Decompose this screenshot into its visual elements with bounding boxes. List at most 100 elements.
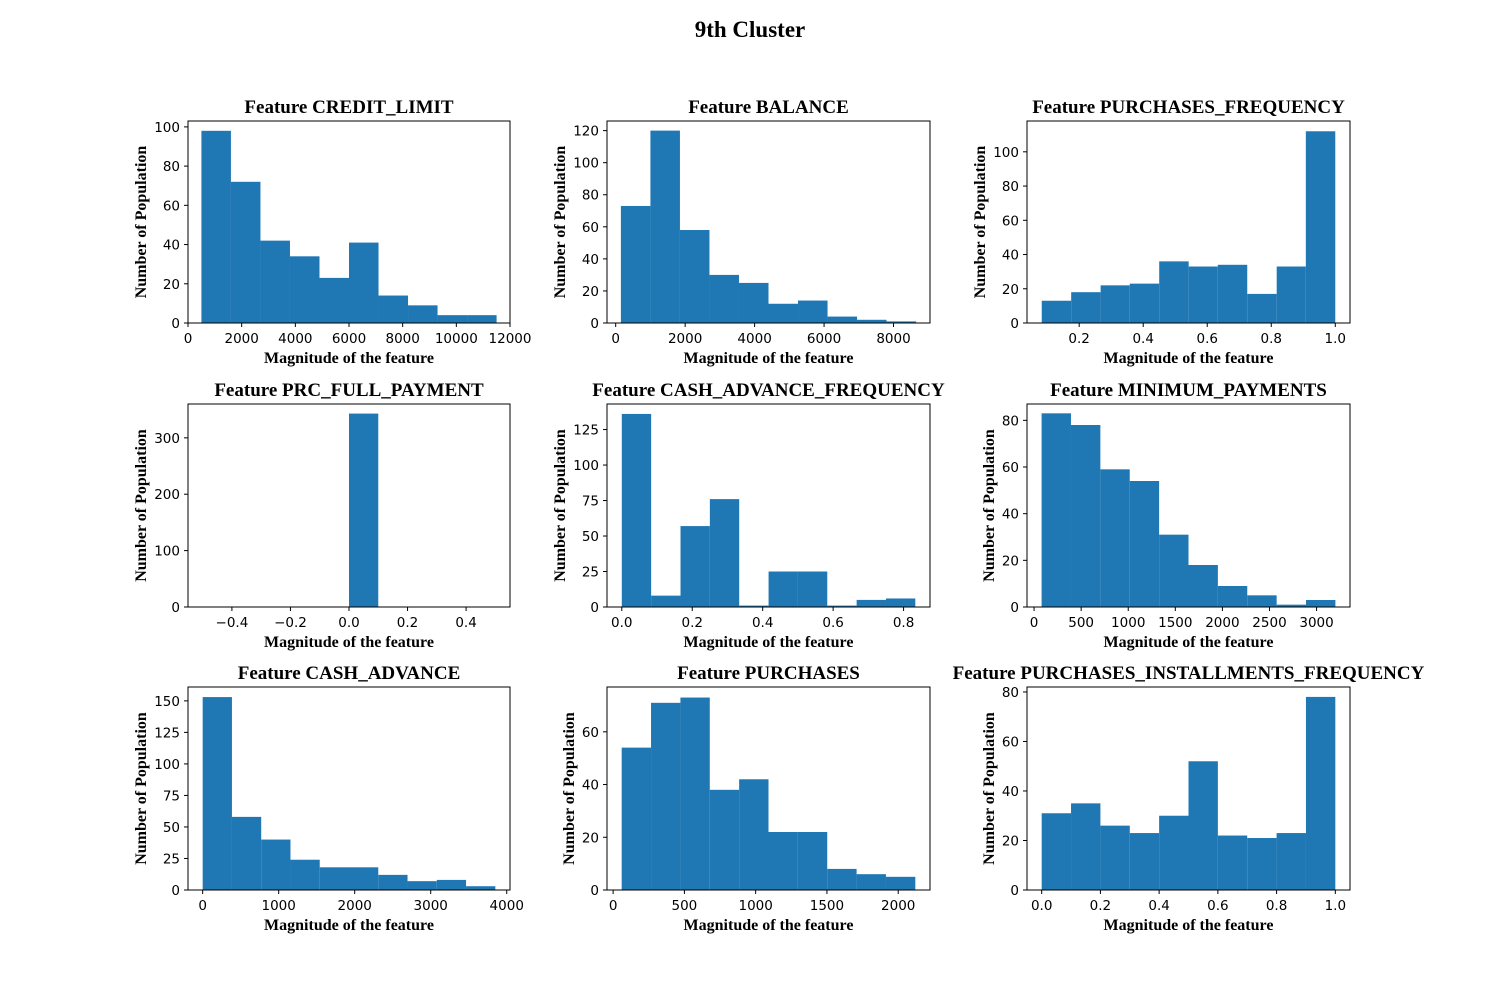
histogram-bar — [709, 789, 740, 890]
histogram-bar — [827, 316, 858, 323]
x-tick-label: 2000 — [1205, 615, 1239, 631]
histogram-bar — [466, 886, 496, 890]
x-tick-label: 3000 — [414, 898, 448, 914]
histogram-bar — [260, 240, 290, 323]
x-tick-label: 1.0 — [1325, 898, 1346, 914]
histogram-bar — [885, 876, 916, 890]
axes-frame — [1026, 686, 1351, 891]
x-tick-label: 10000 — [435, 331, 478, 347]
histogram-bar — [1305, 696, 1336, 890]
y-tick-label: 100 — [573, 458, 599, 474]
histogram-bar — [1217, 586, 1248, 607]
y-tick-label: 50 — [163, 820, 180, 836]
x-tick-label: 0.0 — [338, 615, 359, 631]
y-tick-label: 100 — [993, 145, 1019, 161]
y-tick-label: 100 — [154, 544, 180, 560]
x-tick-label: 0 — [1030, 615, 1039, 631]
histogram-bar — [1188, 761, 1218, 890]
x-tick-label: 2000 — [881, 898, 915, 914]
x-tick-label: 2500 — [1252, 615, 1286, 631]
histogram-bar — [202, 697, 232, 890]
figure-title: 9th Cluster — [695, 17, 806, 42]
histogram-bar — [620, 205, 651, 323]
subplot-2: 0 2000 4000 6000 8000 0 20 40 60 80 100 120 Feature … — [552, 97, 931, 367]
subplot-title: Feature CASH_ADVANCE_FREQUENCY — [592, 380, 945, 401]
histogram-bar — [1276, 604, 1307, 607]
histogram-bar — [1071, 803, 1101, 890]
subplot-8: 0 500 1000 1500 2000 0 20 40 60 Feature PURCHASES… — [561, 663, 931, 934]
histogram-bar — [857, 319, 887, 323]
subplot-title: Feature PURCHASES_INSTALLMENTS_FREQUENCY — [953, 663, 1425, 684]
histogram-bar — [768, 571, 798, 607]
x-tick-label: 0.8 — [893, 615, 914, 631]
x-tick-label: 8000 — [876, 331, 910, 347]
x-tick-label: 12000 — [489, 331, 532, 347]
y-axis-label: Number of Population — [552, 146, 569, 299]
histogram-bar — [739, 779, 769, 890]
x-tick-label: 1000 — [262, 898, 296, 914]
x-tick-label: 0.4 — [752, 615, 773, 631]
x-tick-label: 0.8 — [1261, 331, 1282, 347]
x-axis-label: Magnitude of the feature — [684, 350, 854, 367]
y-tick-label: 20 — [1002, 833, 1019, 849]
histogram-bar — [261, 839, 291, 890]
x-axis-label: Magnitude of the feature — [264, 917, 434, 934]
x-tick-label: 0.0 — [611, 615, 632, 631]
x-tick-label: 0.6 — [1196, 331, 1217, 347]
histogram-bar — [739, 605, 769, 607]
subplot-6: 0 500 1000 1500 2000 2500 3000 0 20 40 60 80 Feature… — [981, 380, 1351, 651]
y-tick-label: 60 — [582, 725, 599, 741]
y-tick-label: 20 — [582, 830, 599, 846]
histogram-bar — [1217, 264, 1248, 323]
axes-frame — [606, 686, 931, 891]
y-tick-label: 120 — [573, 124, 599, 140]
histogram-bar — [1247, 595, 1277, 607]
axes-frame — [606, 403, 931, 608]
histogram-bar — [1100, 285, 1130, 323]
histogram-bar — [1041, 813, 1072, 890]
y-tick-label: 100 — [154, 757, 180, 773]
x-tick-label: 0.4 — [1132, 331, 1153, 347]
subplot-4: −0.4 −0.2 0.0 0.2 0.4 0 100 200 300 Feature PRC_F… — [133, 380, 511, 651]
x-axis-label: Magnitude of the feature — [684, 917, 854, 934]
x-tick-label: 0 — [611, 331, 620, 347]
histogram-bar — [319, 867, 349, 890]
histogram-bar — [1070, 425, 1101, 607]
histogram-bar — [378, 295, 409, 323]
histogram-bar — [885, 598, 916, 607]
histogram-bar — [650, 130, 680, 323]
y-tick-label: 0 — [590, 883, 599, 899]
x-tick-label: 4000 — [278, 331, 312, 347]
y-tick-label: 80 — [1002, 179, 1019, 195]
y-tick-label: 25 — [582, 565, 599, 581]
x-tick-label: 0.8 — [1266, 898, 1287, 914]
x-axis-label: Magnitude of the feature — [264, 350, 434, 367]
histogram-bar — [467, 315, 497, 323]
y-tick-label: 40 — [582, 778, 599, 794]
y-tick-label: 200 — [154, 487, 180, 503]
histogram-bar — [231, 816, 262, 890]
histogram-bar — [230, 181, 261, 323]
x-axis-label: Magnitude of the feature — [1104, 917, 1274, 934]
histogram-bar — [768, 303, 799, 323]
y-tick-label: 0 — [1010, 883, 1019, 899]
x-tick-label: 0.2 — [1068, 331, 1089, 347]
y-tick-label: 20 — [582, 284, 599, 300]
histogram-bar — [437, 315, 468, 323]
x-tick-label: −0.4 — [216, 615, 249, 631]
histogram-bar — [1276, 833, 1306, 890]
y-tick-label: 80 — [1002, 413, 1019, 429]
subplot-3: 0.2 0.4 0.6 0.8 1.0 0 20 40 60 80 100 Feature PURCH… — [972, 97, 1351, 367]
y-tick-label: 25 — [163, 851, 180, 867]
y-axis-label: Number of Population — [972, 146, 989, 299]
histogram-bar — [1159, 815, 1189, 890]
histogram-bar — [408, 305, 438, 323]
histogram-bar — [1188, 565, 1218, 607]
x-tick-label: −0.2 — [274, 615, 307, 631]
histogram-bar — [1217, 835, 1248, 890]
x-tick-label: 1500 — [810, 898, 844, 914]
y-axis-label: Number of Population — [981, 429, 998, 582]
histogram-bar — [1247, 293, 1277, 323]
x-tick-label: 0.4 — [1148, 898, 1169, 914]
